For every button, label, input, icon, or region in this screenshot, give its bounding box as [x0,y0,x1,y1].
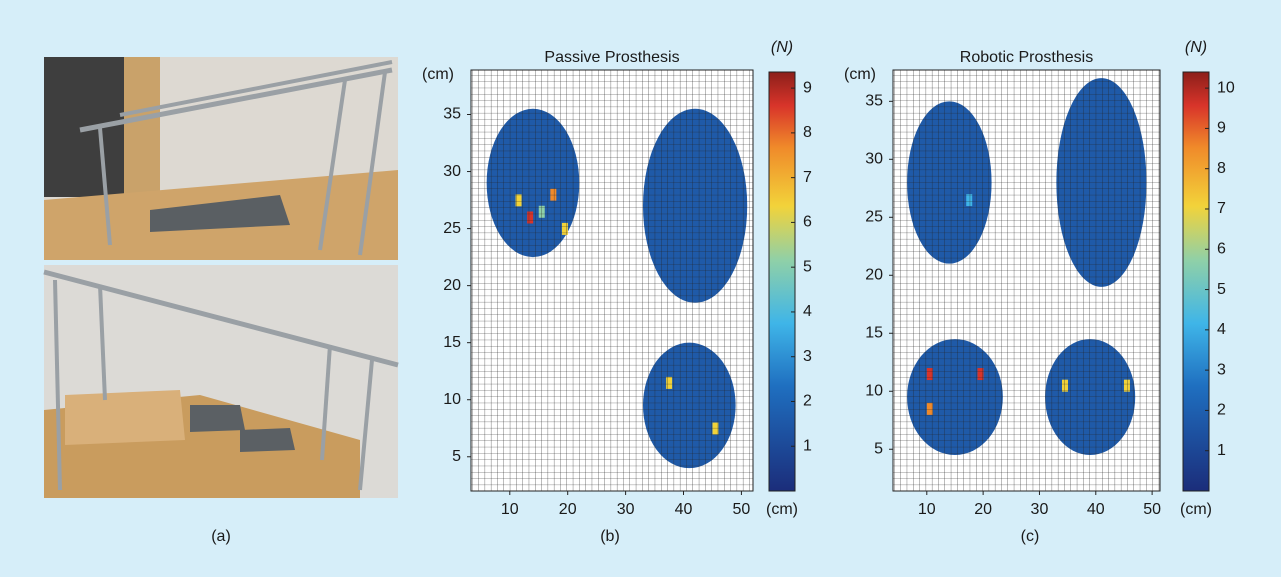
y-unit: (cm) [844,66,876,83]
y-tick-label: 10 [443,391,461,408]
y-tick-label: 15 [865,324,883,341]
y-tick-label: 30 [443,163,461,180]
x-tick-label: 20 [974,501,992,518]
colorbar [1183,72,1209,491]
colorbar-tick-label: 8 [1217,160,1226,177]
colorbar-tick-label: 2 [803,393,812,410]
chart-title: Passive Prosthesis [544,49,679,66]
colorbar-tick-label: 6 [803,214,812,231]
colorbar-tick-label: 5 [803,258,812,275]
x-tick-label: 10 [501,501,519,518]
colorbar-tick-label: 3 [1217,361,1226,378]
x-tick-label: 30 [617,501,635,518]
colorbar-tick-label: 9 [1217,120,1226,137]
x-tick-label: 40 [675,501,693,518]
y-tick-label: 30 [865,151,883,168]
colorbar-tick-label: 7 [1217,200,1226,217]
y-tick-label: 5 [452,448,461,465]
y-tick-label: 25 [865,209,883,226]
x-tick-label: 20 [559,501,577,518]
caption: (c) [1021,528,1040,545]
cell-grid [893,70,1160,491]
caption: (b) [600,528,620,545]
x-tick-label: 30 [1031,501,1049,518]
photo-stairs [44,265,398,498]
y-tick-label: 25 [443,220,461,237]
colorbar-tick-label: 2 [1217,402,1226,419]
x-unit: (cm) [766,501,798,518]
colorbar-tick-label: 9 [803,79,812,96]
colorbar [769,72,795,491]
x-tick-label: 50 [1143,501,1161,518]
figure: (a) 10203040505101520253035Passive Prost… [0,0,1281,572]
x-unit: (cm) [1180,501,1212,518]
photo-ramp [44,57,398,260]
colorbar-label: (N) [771,39,793,56]
colorbar-tick-label: 1 [1217,442,1226,459]
colorbar-tick-label: 3 [803,348,812,365]
y-tick-label: 20 [865,266,883,283]
caption: (a) [211,528,231,545]
chart-title: Robotic Prosthesis [960,49,1093,66]
y-unit: (cm) [422,66,454,83]
colorbar-tick-label: 6 [1217,240,1226,257]
colorbar-tick-label: 10 [1217,79,1235,96]
y-tick-label: 15 [443,334,461,351]
colorbar-tick-label: 8 [803,124,812,141]
y-tick-label: 5 [874,440,883,457]
y-tick-label: 35 [443,106,461,123]
x-tick-label: 40 [1087,501,1105,518]
colorbar-tick-label: 1 [803,437,812,454]
colorbar-label: (N) [1185,39,1207,56]
colorbar-tick-label: 7 [803,169,812,186]
colorbar-tick-label: 4 [1217,321,1226,338]
y-tick-label: 35 [865,93,883,110]
y-tick-label: 20 [443,277,461,294]
x-tick-label: 10 [918,501,936,518]
x-tick-label: 50 [733,501,751,518]
colorbar-tick-label: 5 [1217,281,1226,298]
colorbar-tick-label: 4 [803,303,812,320]
cell-grid [471,70,753,491]
y-tick-label: 10 [865,382,883,399]
